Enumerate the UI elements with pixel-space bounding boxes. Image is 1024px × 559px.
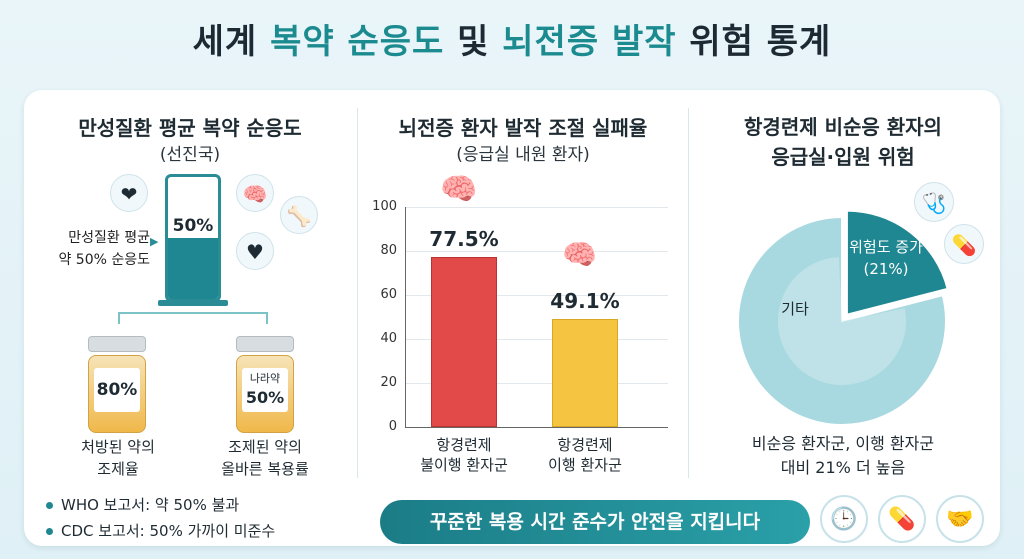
bottle2-value: 50% xyxy=(245,388,285,407)
category-label: 항경련제 불이행 환자군 xyxy=(420,436,508,474)
panel1-title: 만성질환 평균 복약 순응도 xyxy=(78,116,302,140)
y-tick-label: 100 xyxy=(372,199,397,214)
side-arrow-icon: ▶ xyxy=(150,235,159,248)
pie-slice xyxy=(737,215,947,426)
side-label: 만성질환 평균 약 50% 순응도 xyxy=(58,230,150,268)
bar xyxy=(552,318,618,427)
handshake-icon: 🤝 xyxy=(936,495,984,543)
bottle2-caption: 조제된 약의 올바른 복용률 xyxy=(221,438,309,478)
bottle1-caption: 처방된 약의 조제율 xyxy=(81,438,155,478)
y-tick-label: 40 xyxy=(380,331,397,346)
pie-slice xyxy=(845,209,949,316)
joint-icon: 🦴 xyxy=(280,196,318,234)
panel3-title: 항경련제 비순응 환자의 응급실·입원 위험 xyxy=(744,115,942,169)
panel1-subtitle: (선진국) xyxy=(159,145,221,165)
pie-note: 비순응 환자군, 이행 환자군 대비 21% 더 높음 xyxy=(751,434,935,477)
pill-bottle-prescribed: 80% xyxy=(88,336,146,433)
bottle2-tag: 나라약 xyxy=(249,372,281,385)
brain-icon: 🧠 xyxy=(236,174,274,212)
brain-calm-icon: 🧠 xyxy=(562,238,597,271)
clock-icon: 🕒 xyxy=(820,495,868,543)
bar-value-label: 49.1% xyxy=(550,288,620,313)
adherence-tube-value: 50% xyxy=(172,216,214,236)
capsule-icon: 💊 xyxy=(944,224,984,264)
grid-line xyxy=(405,207,668,208)
branch-connector xyxy=(118,312,268,324)
tube-base xyxy=(158,300,228,306)
pie-inner-shade xyxy=(778,257,906,385)
pie-label-risk: 위험도 증가 (21%) xyxy=(849,238,923,278)
panel2-subtitle: (응급실 내원 환자) xyxy=(456,145,590,165)
bullet-cdc: CDC 보고서: 50% 가까이 미준수 xyxy=(46,520,275,541)
grid-line xyxy=(405,295,668,296)
adherence-tube-fill xyxy=(168,238,218,299)
brain-alert-icon: 🧠 xyxy=(440,172,478,207)
panel-divider xyxy=(357,108,358,478)
bar-value-label: 77.5% xyxy=(429,226,499,251)
medical-kit-icon: 🩺 xyxy=(914,182,954,222)
pill-bottle-dispensed: 나라약 50% xyxy=(236,336,294,433)
bullet-who: WHO 보고서: 약 50% 불과 xyxy=(46,494,239,515)
y-tick-label: 20 xyxy=(380,375,397,390)
grid-line xyxy=(405,383,668,384)
bottle1-value: 80% xyxy=(96,380,138,400)
page-title: 세계 복약 순응도 및 뇌전증 발작 위험 통계 xyxy=(192,22,832,62)
y-tick-label: 60 xyxy=(380,287,397,302)
pie-label-other: 기타 xyxy=(781,300,809,318)
heart-rate-icon: ♥ xyxy=(236,232,274,270)
panel2-title: 뇌전증 환자 발작 조절 실패율 xyxy=(398,116,648,140)
grid-line xyxy=(405,427,668,428)
pill-icon: 💊 xyxy=(878,495,926,543)
heart-organ-icon: ❤ xyxy=(110,174,148,212)
y-tick-label: 0 xyxy=(388,419,397,434)
panel-divider xyxy=(688,108,689,478)
y-tick-label: 80 xyxy=(380,243,397,258)
bar xyxy=(431,256,497,427)
footer-banner: 꾸준한 복용 시간 준수가 안전을 지킵니다 xyxy=(380,500,810,544)
adherence-tube xyxy=(165,174,221,302)
grid-line xyxy=(405,339,668,340)
category-label: 항경련제 이행 환자군 xyxy=(548,436,622,474)
grid-line xyxy=(405,251,668,252)
y-axis xyxy=(405,207,406,427)
